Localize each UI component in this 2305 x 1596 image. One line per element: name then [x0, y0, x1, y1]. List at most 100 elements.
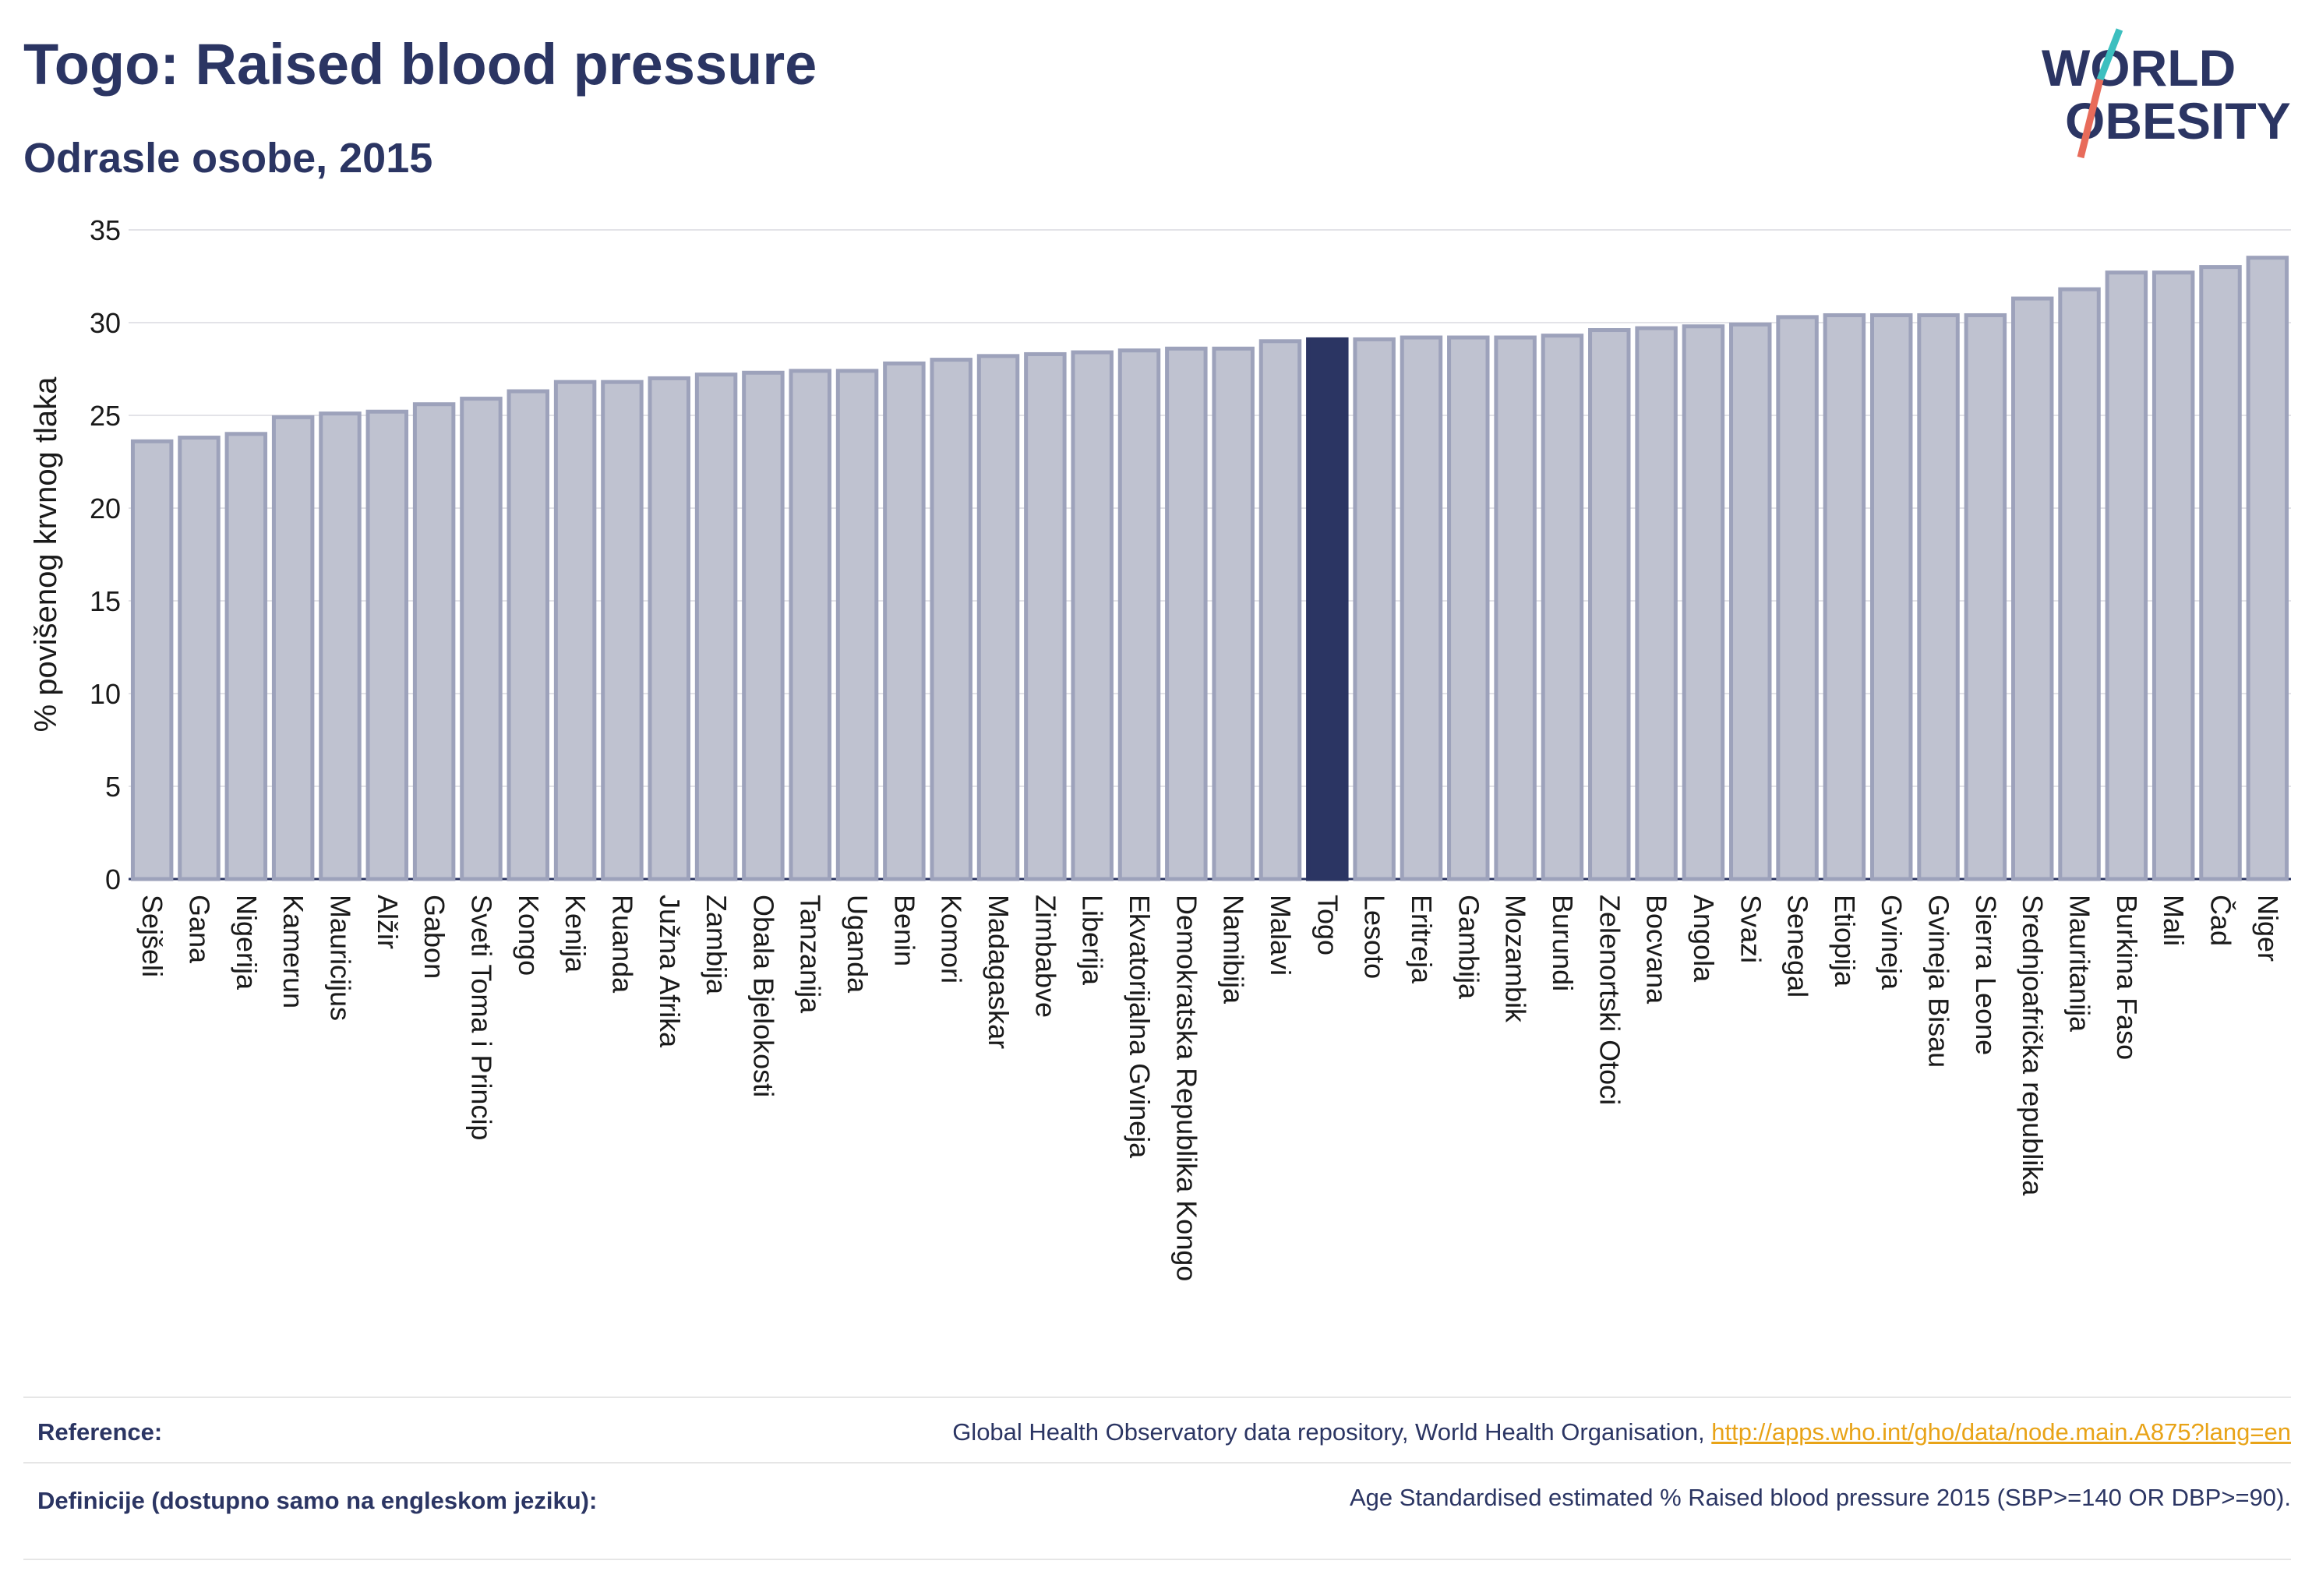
x-tick-label: Sejšeli	[136, 895, 168, 977]
y-tick-label: 5	[105, 771, 121, 803]
bar[interactable]	[178, 436, 221, 881]
logo-text-obesity: OBESITY	[2065, 92, 2291, 150]
x-tick-label: Zambija	[701, 895, 732, 995]
x-tick-label: Čad	[2205, 895, 2237, 946]
bar[interactable]	[130, 439, 174, 881]
x-tick-label: Mauricijus	[324, 895, 356, 1021]
x-tick-label: Gana	[183, 895, 215, 964]
bar[interactable]	[271, 415, 315, 881]
x-tick-label: Sierra Leone	[1970, 895, 2002, 1055]
x-tick-label: Zimbabve	[1029, 895, 1061, 1018]
reference-text: Global Health Observatory data repositor…	[952, 1418, 1712, 1446]
x-tick-label: Ruanda	[606, 895, 638, 994]
x-tick-labels: Sejšeli Gana Nigerija Kamerun Mauricijus Alži…	[136, 895, 2284, 1281]
definition-row: Definicije (dostupno samo na engleskom j…	[23, 1462, 2291, 1560]
bar[interactable]	[1117, 348, 1161, 881]
bar[interactable]	[742, 370, 785, 881]
bar[interactable]	[1635, 326, 1678, 881]
bar[interactable]	[1869, 312, 1913, 881]
bar[interactable]	[1494, 335, 1537, 881]
x-tick-label: Madagaskar	[983, 895, 1015, 1049]
x-tick-label: Kenija	[559, 895, 591, 973]
x-tick-label: Gvineja	[1876, 895, 1908, 990]
bar[interactable]	[930, 358, 972, 881]
reference-link[interactable]: http://apps.who.int/gho/data/node.main.A…	[1711, 1418, 2291, 1446]
x-tick-label: Ekvatorijalna Gvineja	[1124, 895, 1156, 1159]
x-tick-label: Uganda	[842, 895, 874, 994]
y-tick-label: 30	[90, 307, 121, 339]
bar[interactable]	[648, 376, 690, 881]
bar[interactable]	[507, 389, 550, 881]
bar[interactable]	[412, 402, 456, 881]
y-tick-label: 15	[90, 585, 121, 617]
y-tick-label: 20	[90, 493, 121, 524]
bar[interactable]	[2010, 296, 2054, 881]
bar[interactable]	[1212, 346, 1255, 881]
logo-slash-bottom	[2077, 78, 2104, 159]
x-tick-label: Obala Bjelokosti	[747, 895, 779, 1097]
bar[interactable]	[1588, 328, 1631, 881]
bar[interactable]	[319, 411, 362, 881]
bar[interactable]	[1165, 346, 1208, 881]
y-tick-label: 25	[90, 400, 121, 432]
world-obesity-logo: WORLD OBESITY	[2026, 23, 2291, 164]
x-tick-label: Kongo	[513, 895, 545, 976]
x-tick-label: Nigerija	[231, 895, 263, 990]
chart-title: Togo: Raised blood pressure	[23, 32, 817, 97]
x-tick-label: Tanzanija	[795, 895, 827, 1014]
bar[interactable]	[460, 397, 503, 881]
bar[interactable]	[601, 380, 644, 881]
bar[interactable]	[2058, 287, 2101, 881]
bar[interactable]	[1541, 334, 1584, 881]
bar[interactable]	[2151, 270, 2195, 881]
definition-value: Age Standardised estimated % Raised bloo…	[1349, 1484, 2291, 1511]
chart-subtitle: Odrasle osobe, 2015	[23, 135, 433, 182]
bar[interactable]	[1447, 335, 1490, 881]
bar[interactable]	[553, 380, 597, 881]
reference-row: Reference: Global Health Observatory dat…	[23, 1396, 2291, 1464]
bar[interactable]	[2105, 270, 2148, 881]
y-tick-label: 0	[105, 863, 121, 895]
x-tick-label: Liberija	[1077, 895, 1109, 986]
bar[interactable]	[224, 432, 268, 881]
y-tick-labels: 0 5 10 15 20 25 30 35	[90, 214, 121, 895]
x-tick-label: Benin	[888, 895, 920, 966]
bar[interactable]	[1776, 315, 1819, 881]
x-tick-label: Kamerun	[277, 895, 309, 1008]
y-tick-label: 35	[90, 214, 121, 246]
x-tick-label: Mozambik	[1500, 895, 1532, 1023]
bar[interactable]	[2246, 256, 2289, 881]
y-tick-label: 10	[90, 678, 121, 710]
logo-slash-top	[2096, 28, 2123, 81]
bar[interactable]	[694, 373, 738, 881]
x-tick-label: Togo	[1311, 895, 1343, 955]
bar-highlight[interactable]	[1306, 337, 1349, 881]
bar[interactable]	[1400, 335, 1443, 881]
bar[interactable]	[1353, 337, 1396, 881]
bar[interactable]	[789, 369, 831, 881]
logo-text-world: WORLD	[2042, 39, 2236, 97]
bar[interactable]	[365, 409, 409, 881]
x-tick-label: Mali	[2158, 895, 2190, 946]
bar[interactable]	[1964, 312, 2007, 881]
x-tick-label: Srednjoafrička republika	[2017, 895, 2049, 1196]
bar[interactable]	[883, 361, 926, 881]
x-tick-label: Bocvana	[1641, 895, 1673, 1005]
bar[interactable]	[976, 354, 1020, 881]
bar[interactable]	[1024, 351, 1067, 881]
x-tick-label: Angola	[1688, 895, 1720, 983]
x-tick-label: Gabon	[418, 895, 450, 979]
bar[interactable]	[2199, 265, 2242, 881]
bar[interactable]	[1258, 339, 1302, 881]
x-tick-label: Komori	[936, 895, 968, 983]
bar[interactable]	[1823, 312, 1866, 881]
bar-chart: 0 5 10 15 20 25 30 35 Sejšeli Gana Nigerija Kameru…	[29, 214, 2291, 1281]
x-tick-label: Niger	[2252, 895, 2284, 962]
bar[interactable]	[1729, 322, 1772, 881]
bar[interactable]	[1917, 312, 1960, 881]
bar[interactable]	[835, 369, 879, 881]
bar[interactable]	[1682, 324, 1725, 881]
bar[interactable]	[1071, 350, 1114, 881]
reference-value: Global Health Observatory data repositor…	[952, 1418, 2291, 1446]
x-tick-label: Svazi	[1735, 895, 1767, 963]
